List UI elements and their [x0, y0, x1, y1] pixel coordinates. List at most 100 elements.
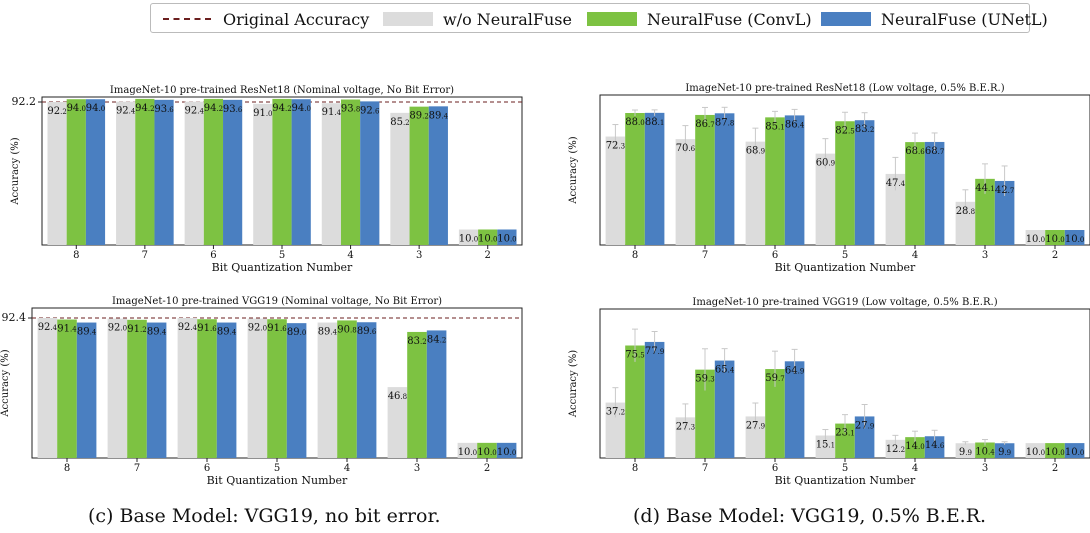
x-tick-label: 7 [702, 250, 708, 261]
bar [885, 439, 906, 458]
data-label: 85.1 [765, 121, 784, 132]
bar [745, 141, 766, 245]
bar [223, 99, 243, 245]
legend-item-original-accuracy: Original Accuracy [163, 4, 369, 34]
data-label: 42.7 [995, 185, 1014, 196]
data-label: 93.6 [223, 104, 243, 115]
data-label: 47.4 [886, 178, 906, 189]
data-label: 14.6 [925, 440, 945, 451]
data-label: 27.9 [746, 420, 765, 431]
data-label: 10.0 [478, 233, 497, 244]
y-axis-label: Accuracy (%) [568, 350, 579, 418]
legend-item-unetl: NeuralFuse (UNetL) [821, 4, 1048, 34]
data-label: 46.8 [388, 391, 407, 402]
data-label: 14.0 [905, 441, 924, 452]
data-label: 89.4 [147, 327, 167, 338]
data-label: 88.0 [625, 117, 644, 128]
bar [57, 319, 77, 458]
x-tick-label: 5 [279, 250, 285, 261]
bar [478, 229, 498, 245]
bar [291, 99, 311, 245]
bar [955, 443, 976, 458]
caption-left: (c) Base Model: VGG19, no bit error. [88, 505, 441, 527]
bar [975, 442, 995, 458]
data-label: 91.6 [267, 323, 287, 334]
bar [390, 112, 410, 245]
bar [765, 369, 785, 458]
data-label: 91.4 [322, 107, 342, 118]
bar [1064, 443, 1085, 458]
bar [644, 112, 665, 245]
bar [784, 115, 805, 246]
x-tick-label: 6 [772, 463, 778, 474]
data-label: 75.5 [625, 350, 644, 361]
bar [1045, 230, 1065, 245]
data-label: 87.8 [715, 117, 734, 128]
bar [107, 318, 128, 458]
bar [253, 103, 273, 245]
data-label: 89.4 [318, 327, 338, 338]
bar [815, 435, 836, 458]
x-tick-label: 3 [414, 463, 420, 474]
bar [47, 102, 67, 245]
bar [267, 319, 287, 458]
bar [1045, 443, 1065, 458]
data-label: 93.6 [154, 104, 174, 115]
chart-title: ImageNet-10 pre-trained VGG19 (Nominal v… [112, 296, 442, 307]
bar [497, 229, 517, 245]
bar [745, 416, 766, 458]
bar [675, 139, 696, 245]
x-tick-label: 4 [912, 250, 918, 261]
data-label: 83.2 [407, 336, 426, 347]
legend-dash-marker [163, 18, 211, 20]
x-tick-label: 4 [347, 250, 353, 261]
data-label: 59.3 [695, 374, 714, 385]
bar [321, 103, 341, 245]
data-label: 94.2 [135, 103, 154, 114]
data-label: 92.0 [108, 323, 127, 334]
data-label: 77.9 [645, 346, 664, 357]
bar [955, 201, 976, 245]
bar [905, 437, 925, 458]
data-label: 70.6 [676, 143, 696, 154]
x-tick-label: 5 [842, 463, 848, 474]
chart-title: ImageNet-10 pre-trained ResNet18 (Low vo… [685, 83, 1004, 94]
bar [714, 113, 735, 245]
bar [644, 341, 665, 458]
data-label: 92.6 [360, 105, 380, 116]
data-label: 94.0 [86, 103, 105, 114]
x-tick-label: 8 [632, 463, 638, 474]
x-axis-label: Bit Quantization Number [775, 261, 916, 274]
y-axis-label: Accuracy (%) [0, 349, 11, 417]
data-label: 9.9 [959, 447, 972, 458]
x-tick-label: 6 [210, 250, 216, 261]
data-label: 60.9 [816, 158, 835, 169]
data-label: 12.2 [886, 444, 905, 455]
x-axis-label: Bit Quantization Number [207, 474, 348, 487]
x-tick-label: 7 [702, 463, 708, 474]
x-tick-label: 2 [484, 463, 490, 474]
bar [1025, 443, 1046, 458]
data-label: 27.9 [855, 420, 874, 431]
bar [854, 120, 875, 245]
x-tick-label: 6 [772, 250, 778, 261]
data-label: 10.0 [1065, 447, 1084, 458]
x-tick-label: 4 [912, 463, 918, 474]
data-label: 94.2 [272, 103, 291, 114]
bar [835, 423, 855, 458]
bar [885, 173, 906, 245]
bar [457, 442, 478, 458]
bar [317, 322, 338, 458]
data-label: 92.4 [38, 322, 58, 333]
data-label: 10.0 [1026, 447, 1045, 458]
data-label: 86.4 [785, 119, 805, 130]
x-tick-label: 8 [632, 250, 638, 261]
data-label: 86.7 [695, 119, 714, 130]
data-label: 59.7 [765, 373, 784, 384]
bar [247, 318, 268, 458]
data-label: 84.2 [427, 334, 446, 345]
data-label: 10.0 [458, 447, 477, 458]
data-label: 9.9 [998, 447, 1011, 458]
x-tick-label: 2 [485, 250, 491, 261]
